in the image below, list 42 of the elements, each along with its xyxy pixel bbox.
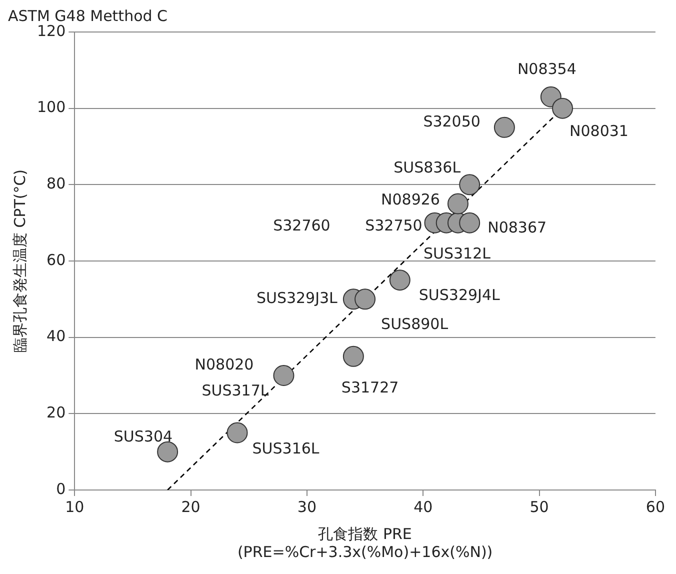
y-tick-label: 60 xyxy=(46,250,66,269)
annotation: N08020 xyxy=(194,355,254,374)
x-tick-label: 40 xyxy=(414,498,433,516)
annotation: S31727 xyxy=(341,378,399,396)
point xyxy=(552,98,574,119)
y-tick-label: 0 xyxy=(56,480,66,498)
y-tick-label: 40 xyxy=(46,327,66,346)
point xyxy=(459,174,480,196)
y-tick-label: 100 xyxy=(36,98,66,116)
annotation: SUS329J3L xyxy=(256,289,338,308)
point xyxy=(273,365,294,386)
y-axis-title: 臨界孔食発生温度 CPT(°C) xyxy=(10,169,29,353)
point xyxy=(354,288,376,310)
annotation: SUS890L xyxy=(381,315,449,334)
x-tick-label: 30 xyxy=(297,498,317,516)
x-tick-label: 10 xyxy=(65,498,84,516)
annotation: S32050 xyxy=(423,112,480,130)
annotation: S32750 xyxy=(365,216,422,235)
annotation: SUS836L xyxy=(394,158,462,177)
point xyxy=(389,270,410,291)
annotation: N08367 xyxy=(488,218,547,237)
x-tick-label: 20 xyxy=(181,498,200,516)
x-tick-label: 50 xyxy=(530,498,549,516)
x-axis-title: 孔食指数 PRE (PRE=%Cr+3.3x(%Mo)+16x(%N)) xyxy=(237,524,493,561)
annotation: N08926 xyxy=(381,190,440,209)
annotation: S32760 xyxy=(273,216,330,235)
annotation: N08354 xyxy=(517,60,576,78)
annotation: N08031 xyxy=(570,122,628,140)
y-tick-label: 20 xyxy=(46,404,66,422)
point xyxy=(157,441,178,462)
point xyxy=(342,346,364,367)
point xyxy=(447,193,468,214)
point xyxy=(494,116,515,138)
point xyxy=(226,422,248,444)
annotation: SUS304 xyxy=(114,428,173,446)
annotation: SUS329J4L xyxy=(418,286,501,304)
x-tick-label: 60 xyxy=(646,498,666,516)
annotation: SUS312L xyxy=(423,244,492,263)
annotation: SUS317L xyxy=(202,381,270,400)
annotation: SUS316L xyxy=(252,440,320,458)
y-tick-label: 80 xyxy=(46,174,66,193)
point xyxy=(459,212,480,234)
